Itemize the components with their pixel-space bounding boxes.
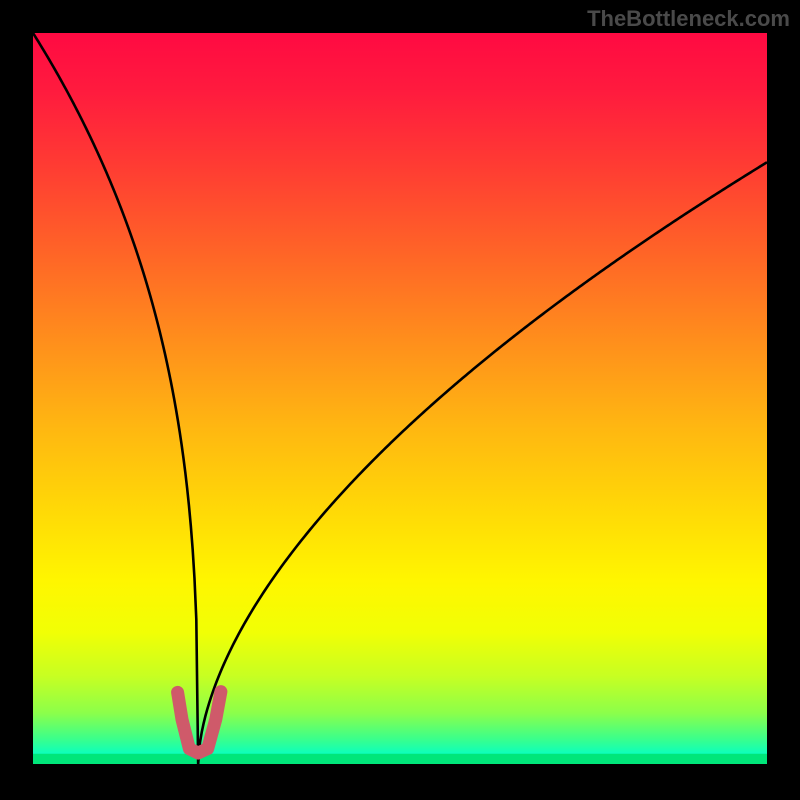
gradient-background bbox=[33, 33, 767, 764]
green-baseline-band bbox=[33, 754, 767, 764]
watermark-text: TheBottleneck.com bbox=[587, 6, 790, 32]
bottleneck-chart bbox=[0, 0, 800, 800]
chart-stage: TheBottleneck.com bbox=[0, 0, 800, 800]
